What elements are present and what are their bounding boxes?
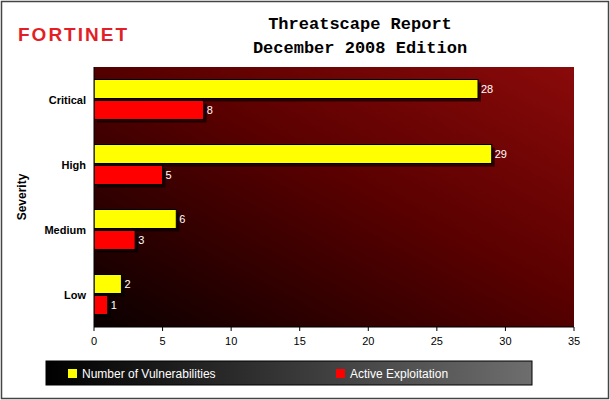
data-label: 8: [207, 104, 213, 116]
data-label: 6: [179, 213, 185, 225]
data-label: 3: [138, 234, 144, 246]
x-tick: [505, 327, 506, 331]
legend-label: Number of Vulnerabilities: [82, 367, 216, 381]
y-axis-line: [94, 67, 95, 327]
legend: Number of Vulnerabilities Active Exploita…: [46, 361, 532, 385]
legend-swatch: [336, 369, 345, 378]
bar: [94, 166, 163, 185]
x-tick-label: 15: [294, 335, 306, 347]
x-tick-label: 20: [362, 335, 374, 347]
bars: [94, 80, 492, 315]
outer-frame: [2, 2, 609, 399]
data-label: 5: [166, 169, 172, 181]
x-tick: [162, 327, 163, 331]
bar: [94, 275, 121, 294]
bar: [94, 145, 492, 164]
x-tick-label: 35: [568, 335, 580, 347]
title: Threatscape Report: [268, 15, 452, 34]
category-label: Low: [64, 289, 86, 301]
x-tick: [368, 327, 369, 331]
x-axis-line: [94, 327, 574, 328]
x-tick-label: 30: [499, 335, 511, 347]
x-tick: [94, 327, 95, 331]
x-tick-label: 25: [431, 335, 443, 347]
legend-swatch: [68, 369, 77, 378]
bar: [94, 231, 135, 250]
bar: [94, 296, 108, 315]
logo: FORTINET: [18, 24, 129, 45]
data-label: 2: [124, 278, 130, 290]
y-axis-label: Severity: [15, 173, 29, 220]
data-labels: 28 8 29 5 6 3 21: [111, 83, 507, 311]
x-tick: [299, 327, 300, 331]
x-tick: [574, 327, 575, 331]
category-label: High: [62, 159, 87, 171]
x-tick-label: 0: [91, 335, 97, 347]
x-tick-label: 10: [225, 335, 237, 347]
data-label: 29: [495, 148, 507, 160]
category-label: Medium: [44, 224, 86, 236]
chart-container: FORTINET Threatscape Report December 2008 …: [0, 0, 610, 400]
x-tick-label: 5: [160, 335, 166, 347]
x-tick: [436, 327, 437, 331]
data-label: 1: [111, 299, 117, 311]
legend-label: Active Exploitation: [350, 367, 448, 381]
legend-box: [46, 361, 532, 385]
chart-svg: FORTINET Threatscape Report December 2008 …: [0, 0, 610, 400]
data-label: 28: [481, 83, 493, 95]
subtitle: December 2008 Edition: [253, 39, 467, 58]
category-label: Critical: [49, 94, 86, 106]
bar: [94, 101, 204, 120]
bar: [94, 210, 176, 229]
plot-background: [94, 67, 574, 327]
x-tick: [231, 327, 232, 331]
bar: [94, 80, 478, 99]
